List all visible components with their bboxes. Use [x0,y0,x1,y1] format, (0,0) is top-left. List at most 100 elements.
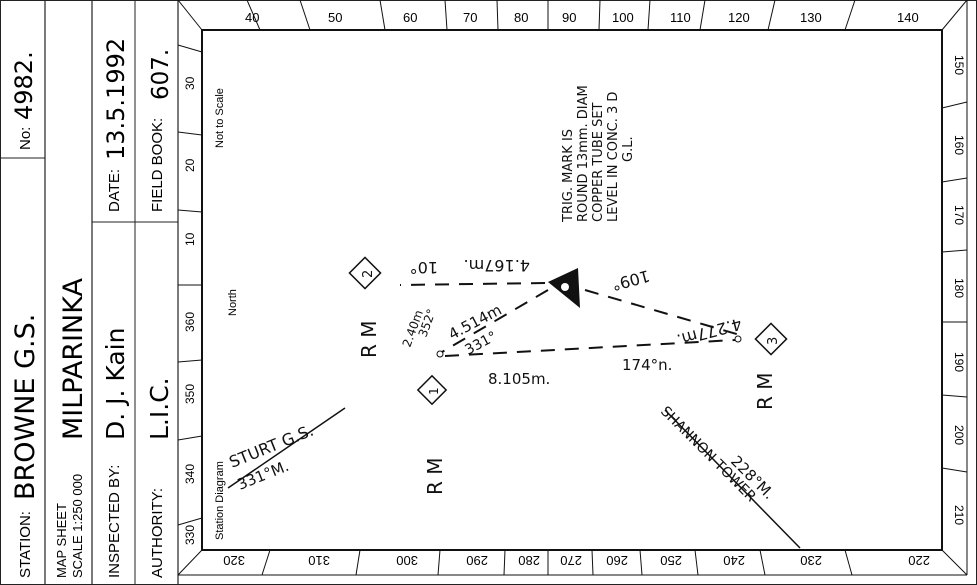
tick-mark [941,467,968,473]
tick-label: 310 [308,553,330,568]
rm1-number: 1 [427,387,441,395]
tick-label: 230 [800,553,822,568]
station-diagram-caption: Station Diagram [214,461,226,540]
shannon-label: SHANNON TOWER [657,404,759,506]
tick-mark [699,0,706,31]
scale-label: SCALE 1:250 000 [70,474,85,578]
bottom-bearing-ticks: 320 310 300 290 280 270 260 250 240 230 … [223,549,930,576]
map-sheet-label: MAP SHEET [54,503,69,578]
tick-label: 90 [562,10,576,25]
shannon-direction-line [664,409,801,549]
tick-label: 330 [183,525,197,545]
corner-line [941,549,968,576]
tick-mark [496,0,499,31]
left-bearing-ticks: 30 20 10 360 350 340 330 [177,44,203,545]
survey-sketch: TRIG. MARK IS ROUND 13mm. DIAM COPPER TU… [226,85,801,549]
corner-line [177,0,203,31]
note-line: LEVEL IN CONC. 3 D [606,92,621,222]
distance-rm1-to-rm3: 8.105m. [488,370,550,388]
tick-label: 10 [183,232,197,246]
tick-mark [437,549,441,576]
tick-mark [299,0,311,31]
trig-note: TRIG. MARK IS ROUND 13mm. DIAM COPPER TU… [561,85,636,223]
rm2-number: 2 [361,270,376,278]
rm3-number: 3 [766,337,781,345]
tick-mark [444,0,448,31]
rm2-label: R M [357,320,381,358]
rm1-marker [416,374,448,406]
tick-label: 60 [403,10,417,25]
authority-value: L.I.C. [145,377,174,440]
tick-label: 270 [560,553,582,568]
tick-label: 200 [952,425,966,445]
tick-mark [503,549,506,576]
tick-label: 120 [728,10,750,25]
tick-mark [591,549,594,576]
corner-line [941,0,968,31]
line-to-rm2 [399,282,546,286]
station-label: STATION: [17,511,34,578]
rm2-marker [348,256,382,290]
tick-mark [844,0,856,31]
inspected-value: D. J. Kain [101,328,130,440]
rm-point [734,335,742,343]
tick-label: 80 [514,10,528,25]
tick-label: 170 [952,205,966,225]
field-book-label: FIELD BOOK: [149,118,166,212]
line-to-rm1 [441,289,549,353]
tick-label: 320 [223,553,245,568]
number-value: 4982. [10,51,38,120]
note-line: ROUND 13mm. DIAM [576,85,591,222]
field-book-value: 607. [148,49,174,100]
tick-mark [941,249,968,253]
tick-label: 340 [183,464,197,484]
bearing-rm1-to-rm3: 174°n. [622,356,672,374]
date-label: DATE: [106,169,123,212]
top-bearing-ticks: 40 50 60 70 80 90 100 110 120 130 140 [245,0,919,31]
rm1-label: R M [423,457,447,495]
tick-label: 30 [183,76,197,90]
tick-label: 70 [463,10,477,25]
tick-mark [759,549,766,576]
rm3-label: R M [753,372,777,410]
right-bearing-ticks: 150 160 170 180 190 200 210 [941,55,968,525]
tick-label: 190 [952,352,966,372]
tick-label: 130 [800,10,822,25]
rm-point [436,350,444,358]
inner-frame [201,29,943,551]
number-label: No: [17,127,34,150]
tick-mark [177,517,203,526]
tick-mark [694,549,699,576]
north-caption: North [227,289,239,316]
tick-mark [261,549,271,576]
bearing-to-rm2: 10° [410,258,438,277]
diagram-frame [177,0,968,576]
tick-mark [844,549,853,576]
tick-mark [941,394,968,398]
tick-label: 40 [245,10,259,25]
tick-mark [379,0,386,31]
tick-label: 180 [952,278,966,298]
tick-label: 110 [670,10,691,25]
distance-to-rm2: 4.167m. [464,256,530,275]
tick-label: 350 [183,384,197,404]
note-line: TRIG. MARK IS [561,129,576,223]
authority-label: AUTHORITY: [149,488,166,578]
station-value: BROWNE G.S. [10,314,41,500]
tick-mark [246,0,261,31]
tick-label: 280 [518,553,540,568]
trig-station-centre [561,283,569,291]
tick-label: 50 [328,10,342,25]
rm3-marker [754,322,788,356]
tick-label: 150 [952,55,966,75]
tick-mark [177,359,203,363]
corner-line [177,549,203,576]
line-to-rm3 [584,289,741,336]
note-line: COPPER TUBE SET [591,102,606,222]
tick-mark [767,0,776,31]
tick-mark [639,549,643,576]
not-to-scale-caption: Not to Scale [214,88,226,148]
line-rm1-to-rm3 [444,339,736,357]
tick-mark [598,0,601,31]
